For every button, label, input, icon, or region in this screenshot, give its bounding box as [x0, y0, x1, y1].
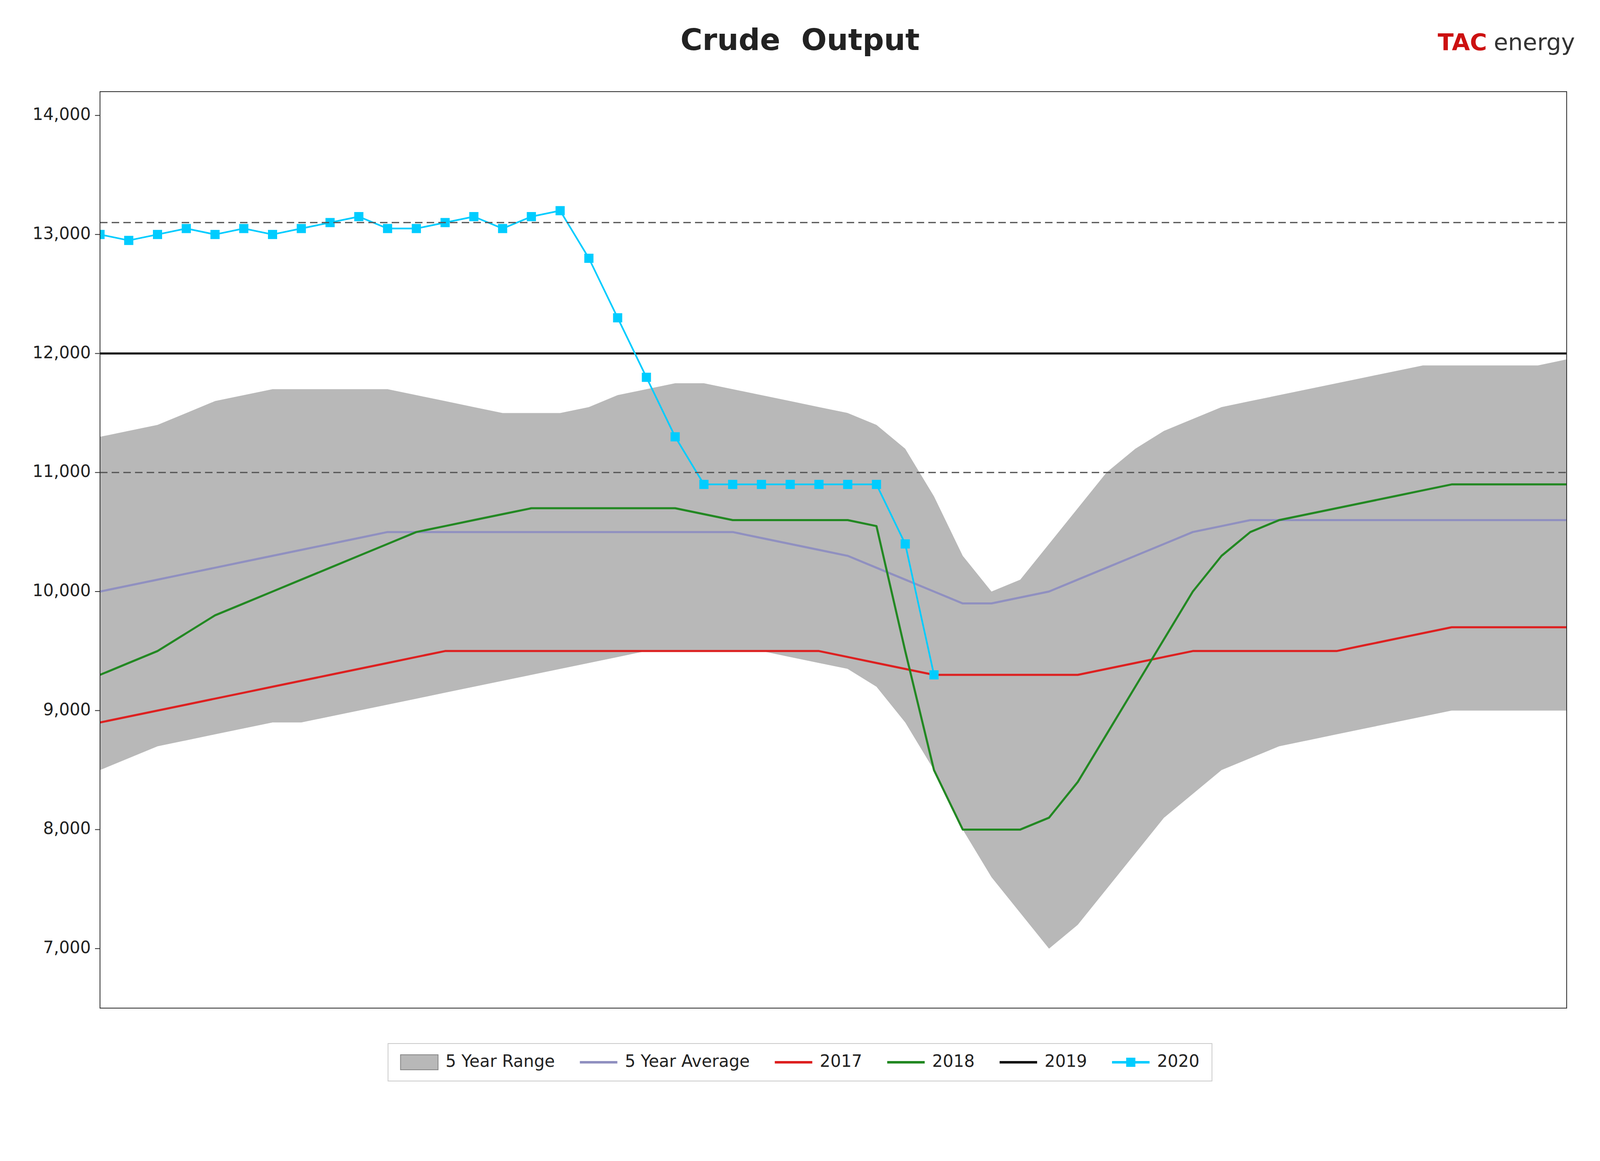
y-tick: [95, 710, 100, 712]
legend-label: 2017: [819, 1051, 863, 1071]
series-marker: [100, 230, 105, 240]
series-marker: [497, 224, 508, 234]
series-marker: [124, 235, 134, 245]
legend-swatch: [999, 1061, 1038, 1064]
y-tick: [95, 829, 100, 830]
series-marker: [756, 480, 766, 490]
series-marker: [900, 539, 910, 549]
series-marker: [727, 480, 738, 490]
series-marker: [584, 253, 594, 263]
series-line: [100, 352, 1567, 355]
series-marker: [670, 432, 680, 442]
series-marker: [152, 230, 163, 240]
range-band: [100, 359, 1567, 949]
y-tick: [95, 948, 100, 950]
series-line: [100, 627, 1567, 723]
plot-area: [100, 206, 1567, 949]
y-tick: [95, 472, 100, 473]
y-tick: [95, 115, 100, 116]
series-marker: [699, 480, 709, 490]
legend-label: 2018: [932, 1051, 975, 1071]
series-marker: [929, 670, 939, 680]
series-marker: [785, 480, 795, 490]
plot-background: [100, 91, 1567, 1009]
y-tick: [95, 234, 100, 235]
series-marker: [210, 230, 220, 240]
series-marker: [296, 224, 306, 234]
legend-swatch: [774, 1061, 813, 1064]
annotation: TACenergy: [1437, 28, 1575, 56]
legend-marker: [1126, 1057, 1136, 1068]
legend-item: 5 Year Range: [400, 1051, 555, 1071]
y-tick-label: 9,000: [42, 700, 91, 720]
series-line: [100, 484, 1567, 830]
y-tick-label: 14,000: [32, 104, 91, 124]
legend-swatch: [580, 1061, 618, 1064]
series-marker: [267, 230, 278, 240]
series-marker: [354, 212, 364, 222]
annotation-text: energy: [1493, 28, 1575, 56]
series-marker: [641, 372, 651, 383]
y-tick: [95, 353, 100, 355]
series-marker: [612, 313, 623, 323]
legend-item: 2018: [887, 1051, 975, 1071]
y-tick-label: 12,000: [32, 342, 91, 363]
series-line: [100, 520, 1567, 604]
legend-label: 5 Year Range: [445, 1051, 555, 1071]
legend-item: 2020: [1112, 1051, 1200, 1071]
plot-frame: [100, 91, 1567, 1009]
series-marker: [181, 224, 191, 234]
legend-swatch: [887, 1061, 925, 1064]
legend-item: 2019: [999, 1051, 1088, 1071]
reference-line: [100, 222, 1567, 224]
legend-label: 5 Year Average: [625, 1051, 750, 1071]
legend-item: 2017: [774, 1051, 863, 1071]
legend-label: 2020: [1157, 1051, 1200, 1071]
legend-swatch: [400, 1055, 438, 1070]
reference-line: [100, 472, 1567, 474]
series-line: [100, 210, 935, 675]
series-marker: [411, 224, 421, 234]
title: Crude Output: [680, 22, 920, 58]
y-tick: [95, 591, 100, 593]
y-tick-label: 7,000: [42, 937, 91, 958]
legend-item: 5 Year Average: [580, 1051, 750, 1071]
series-marker: [239, 224, 249, 234]
annotation-text: TAC: [1437, 28, 1488, 56]
legend-box: [387, 1043, 1212, 1082]
y-tick-label: 8,000: [42, 818, 91, 838]
series-marker: [872, 480, 882, 490]
series-marker: [526, 212, 536, 222]
series-marker: [469, 212, 479, 222]
chart: Crude Output TACenergy 7,000 8,000 9,000 10,0…: [0, 0, 1600, 1161]
series-marker: [814, 480, 824, 490]
y-axis: 7,000 8,000 9,000 10,000 11,000 12,000 13,000 1…: [32, 104, 100, 958]
series-marker: [555, 206, 565, 216]
legend: 5 Year Range 5 Year Average 2017 2018 2019 20…: [387, 1043, 1212, 1082]
y-tick-label: 11,000: [32, 461, 91, 481]
series-marker: [382, 224, 393, 234]
series-marker: [843, 480, 853, 490]
legend-label: 2019: [1044, 1051, 1088, 1071]
y-tick-label: 10,000: [32, 580, 91, 600]
y-tick-label: 13,000: [32, 223, 91, 243]
